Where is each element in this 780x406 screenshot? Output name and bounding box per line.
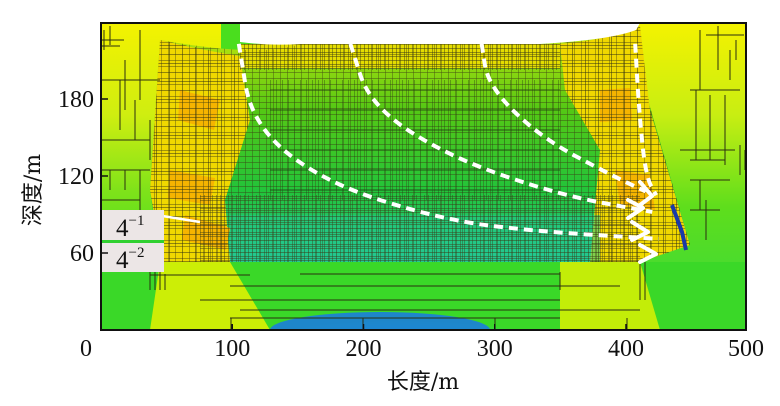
minimum-stress-core: [270, 312, 490, 330]
x-axis: 0 100 200 300 400 500: [80, 324, 764, 362]
y-axis: 60 120 180: [58, 87, 108, 267]
flow-path-left-path: [236, 43, 659, 241]
low-stress-zone: [180, 260, 620, 330]
fracture-mesh-left: [150, 40, 250, 262]
layer-box-4-2: [101, 243, 164, 272]
fracture-mesh-dense-top: [240, 44, 560, 70]
plot-area: 4−1 4−2: [101, 23, 746, 330]
arrow-head-3: [630, 220, 650, 242]
y-tick-label: 180: [58, 87, 94, 113]
layer-label-4-2: 4−2: [101, 243, 164, 274]
x-tick-label: 100: [214, 336, 250, 362]
arrow-head-2: [626, 198, 645, 220]
arrow-head-1: [638, 180, 654, 207]
y-axis-title: 深度/m: [21, 154, 46, 226]
x-tick-label: 300: [477, 336, 513, 362]
flow-paths: [236, 43, 659, 241]
x-axis-title: 长度/m: [387, 370, 459, 395]
x-tick-label: 200: [346, 336, 382, 362]
layer-label-4-1: 4−1: [101, 210, 164, 242]
layer-divider: [101, 240, 164, 243]
flow-path-right-path: [479, 43, 647, 194]
x-tick-label: 500: [728, 336, 764, 362]
blue-boundary-fracture: [670, 204, 688, 251]
fracture-mesh-dense-bottom: [200, 195, 640, 262]
y-tick-label: 120: [58, 164, 94, 190]
layer-text-4-2: 4−2: [116, 245, 144, 274]
flow-path-middle-path: [348, 43, 653, 214]
layer-text-4-1: 4−1: [116, 213, 144, 242]
x-tick-label: 400: [608, 336, 644, 362]
layer-box-4-1: [101, 210, 164, 240]
y-tick-label: 60: [70, 241, 94, 267]
arrow-heads: [626, 180, 658, 264]
surface-subsidence-gap: [240, 23, 640, 45]
fracture-mesh-right: [560, 26, 690, 262]
x-tick-label: 0: [80, 336, 92, 362]
arrow-head-4: [638, 243, 658, 264]
